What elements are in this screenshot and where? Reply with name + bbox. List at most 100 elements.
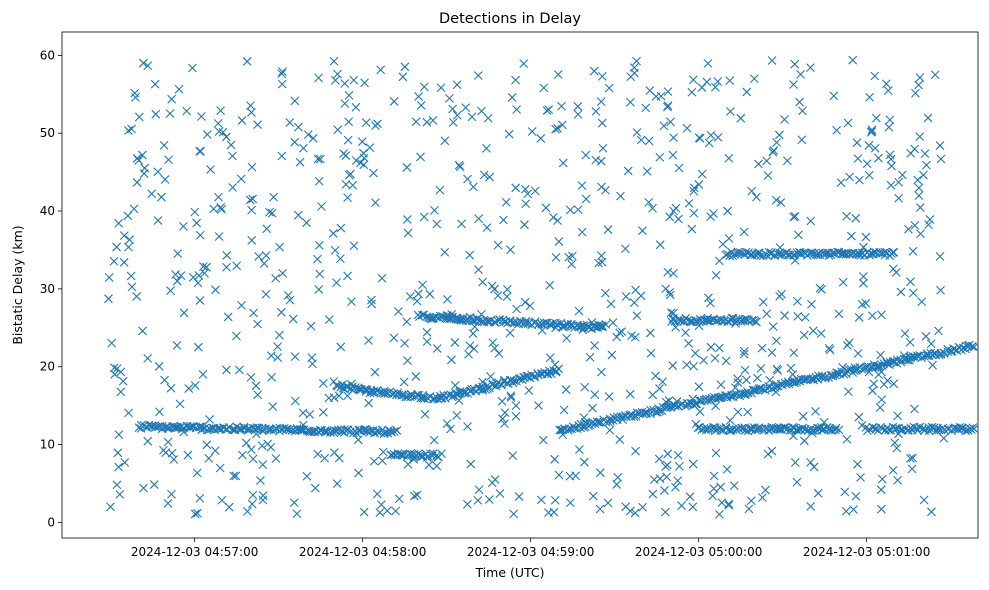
detection-point xyxy=(688,459,698,469)
detection-point xyxy=(247,162,257,172)
detection-point xyxy=(328,229,338,238)
detection-point xyxy=(114,430,124,440)
detection-point xyxy=(194,271,204,280)
detection-point xyxy=(736,316,746,326)
detection-point xyxy=(506,393,516,402)
detection-point xyxy=(167,448,177,458)
detection-point xyxy=(251,381,261,391)
detection-point xyxy=(799,330,809,340)
detection-point xyxy=(724,499,734,509)
detection-point xyxy=(285,295,295,305)
detection-point xyxy=(139,169,149,178)
detection-point xyxy=(930,70,940,80)
detection-point xyxy=(842,434,852,444)
detection-point xyxy=(830,425,840,435)
detection-point xyxy=(806,501,816,511)
detection-point xyxy=(790,211,800,221)
detection-point xyxy=(671,482,680,492)
detection-point xyxy=(806,374,816,384)
detection-point xyxy=(890,438,900,448)
detection-point xyxy=(888,264,898,274)
detection-point xyxy=(829,91,839,101)
detection-point xyxy=(393,388,403,398)
detection-point xyxy=(758,493,767,502)
detection-point xyxy=(216,203,226,212)
detection-point xyxy=(435,185,445,195)
detection-point xyxy=(231,471,241,481)
detection-point xyxy=(416,101,426,110)
detection-point xyxy=(256,476,265,485)
detection-point xyxy=(673,476,683,486)
detection-point xyxy=(807,299,816,309)
detection-point xyxy=(590,390,600,399)
detection-point xyxy=(214,127,224,136)
detection-point xyxy=(655,240,665,250)
detection-point xyxy=(595,468,605,478)
detection-point xyxy=(497,396,507,406)
y-tick-label: 0 xyxy=(47,515,55,529)
detection-point xyxy=(166,286,175,295)
detection-point xyxy=(742,87,752,97)
detection-point xyxy=(905,337,915,347)
detection-point xyxy=(717,498,727,508)
detection-point xyxy=(268,402,278,412)
detection-point xyxy=(548,212,558,222)
detection-point xyxy=(694,180,704,189)
y-tick-label: 10 xyxy=(40,438,55,452)
detection-point xyxy=(389,97,399,106)
detection-point xyxy=(920,149,930,159)
detection-point xyxy=(573,110,583,119)
detection-point xyxy=(269,425,279,435)
detection-point xyxy=(241,438,251,448)
detection-point xyxy=(440,247,450,257)
detection-point xyxy=(419,82,429,92)
detection-point xyxy=(343,135,353,145)
detection-point xyxy=(541,203,551,213)
detection-point xyxy=(216,106,225,116)
detection-point xyxy=(313,254,322,264)
detection-point xyxy=(273,353,283,362)
detection-point xyxy=(132,178,142,187)
detection-point xyxy=(969,342,979,352)
detection-point xyxy=(935,251,945,261)
detection-point xyxy=(389,388,399,398)
detection-point xyxy=(258,495,268,505)
detection-point xyxy=(887,161,896,171)
detection-point xyxy=(500,408,510,417)
detection-point xyxy=(419,212,429,222)
detection-point xyxy=(655,152,665,162)
detection-point xyxy=(426,314,436,324)
detection-point xyxy=(668,150,678,160)
detection-point xyxy=(167,94,177,104)
detection-point xyxy=(636,291,646,301)
detection-point xyxy=(777,289,786,299)
detection-point xyxy=(424,460,434,470)
detection-point xyxy=(849,505,858,514)
detection-point xyxy=(659,121,669,131)
detection-point xyxy=(923,113,933,123)
detection-point xyxy=(910,220,920,230)
detection-point xyxy=(550,454,560,464)
detection-point xyxy=(629,298,639,308)
detection-point xyxy=(706,212,716,222)
detection-point xyxy=(243,425,253,435)
detection-point xyxy=(343,271,352,281)
detection-point xyxy=(502,285,512,294)
detection-point xyxy=(603,498,613,508)
x-tick-label: 2024-12-03 04:59:00 xyxy=(467,545,594,559)
detection-point xyxy=(597,257,607,267)
detection-point xyxy=(798,411,808,421)
detection-point xyxy=(894,177,904,187)
detection-point xyxy=(896,287,906,297)
detection-point xyxy=(608,318,618,327)
x-axis-ticks: 2024-12-03 04:57:00 2024-12-03 04:58:00 20… xyxy=(131,538,930,559)
detection-point xyxy=(490,343,500,353)
detection-point xyxy=(673,450,683,460)
detection-point xyxy=(589,66,599,76)
detection-point xyxy=(598,143,608,153)
detection-point xyxy=(198,369,208,379)
detection-point xyxy=(688,75,698,85)
detection-point xyxy=(261,289,271,299)
x-axis-title: Time (UTC) xyxy=(474,565,544,580)
detection-point xyxy=(845,172,854,182)
